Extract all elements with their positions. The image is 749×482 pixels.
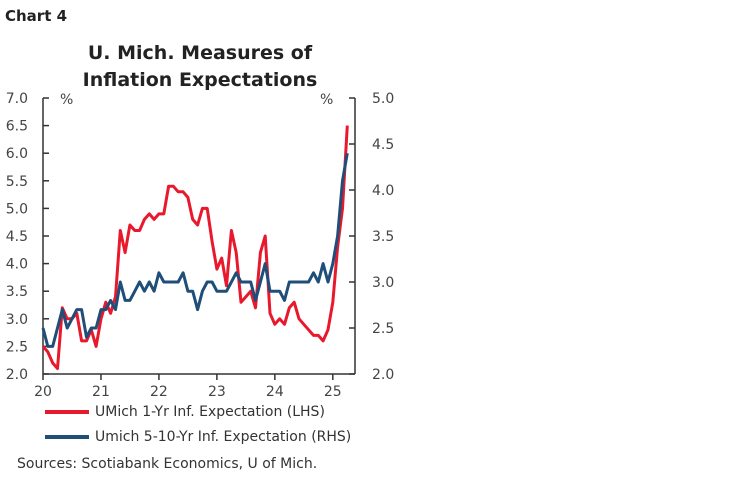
legend-item-5-10yr: Umich 5-10-Yr Inf. Expectation (RHS) (45, 429, 351, 445)
x-tick-label: 20 (34, 384, 52, 400)
series-line-1yr (41, 125, 349, 370)
chart-label: Chart 4 (5, 7, 68, 25)
y-tick-label-left: 6.0 (6, 146, 28, 162)
y-tick-label-left: 3.0 (6, 312, 28, 328)
chart-title: U. Mich. Measures of Inflation Expectati… (82, 42, 318, 91)
y-tick-label-left: 3.5 (6, 284, 28, 300)
legend-label: UMich 1-Yr Inf. Expectation (LHS) (95, 404, 325, 420)
y-tick-label-right: 4.5 (372, 137, 394, 153)
y-tick-label-right: 2.5 (372, 321, 394, 337)
legend-swatch-red (45, 410, 89, 414)
series-line-5-10yr (41, 152, 349, 348)
y-tick-label-right: 4.0 (372, 183, 394, 199)
y-tick-label-left: 5.5 (6, 174, 28, 190)
y-tick-label-left: 5.0 (6, 201, 28, 217)
y-tick-label-left: 4.5 (6, 229, 28, 245)
y-tick-label-right: 5.0 (372, 91, 394, 107)
x-tick-label: 25 (324, 384, 342, 400)
x-tick-label: 22 (150, 384, 168, 400)
y-tick-label-left: 2.0 (6, 367, 28, 383)
y-tick-label-right: 2.0 (372, 367, 394, 383)
legend-label: Umich 5-10-Yr Inf. Expectation (RHS) (95, 429, 352, 445)
x-tick-label: 23 (208, 384, 226, 400)
source-note: Sources: Scotiabank Economics, U of Mich… (17, 456, 318, 472)
y-tick-label-left: 4.0 (6, 257, 28, 273)
y-tick-label-left: 7.0 (6, 91, 28, 107)
y-tick-label-left: 6.5 (6, 119, 28, 135)
y-tick-label-left: 2.5 (6, 339, 28, 355)
y-tick-label-right: 3.0 (372, 275, 394, 291)
left-unit-label: % (60, 92, 73, 108)
x-tick-label: 24 (266, 384, 284, 400)
right-unit-label: % (320, 92, 333, 108)
legend-item-1yr: UMich 1-Yr Inf. Expectation (LHS) (45, 404, 325, 420)
x-tick-label: 21 (92, 384, 110, 400)
legend-swatch-blue (45, 435, 89, 439)
y-tick-label-right: 3.5 (372, 229, 394, 245)
